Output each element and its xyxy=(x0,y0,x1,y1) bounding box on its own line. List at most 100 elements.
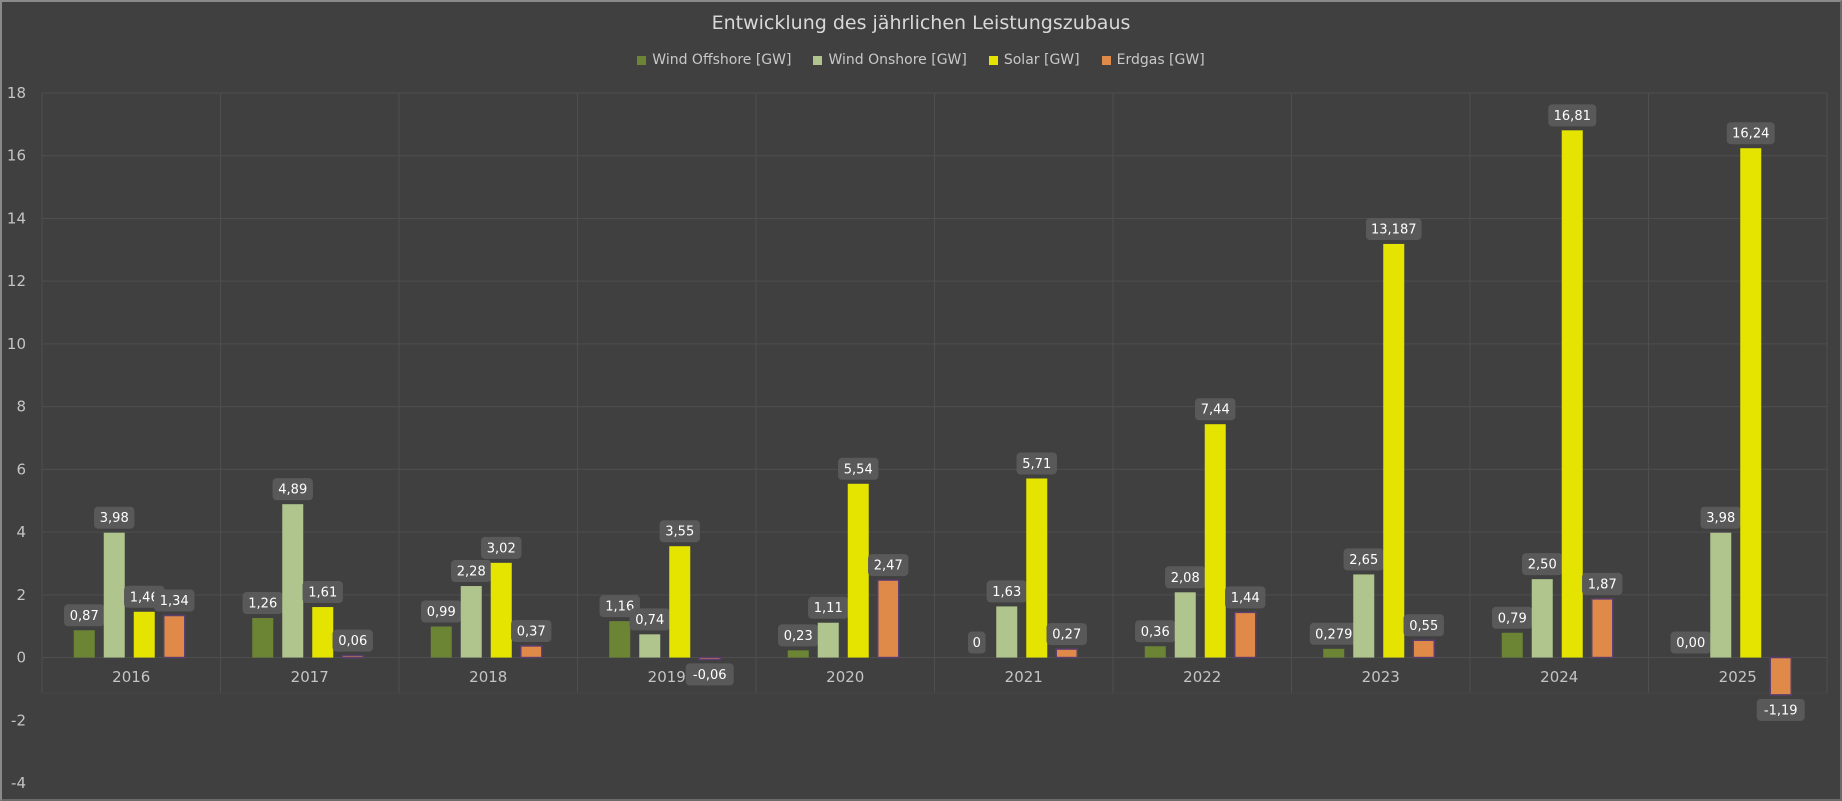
bar-erdgas xyxy=(1234,611,1257,659)
data-label: -1,19 xyxy=(1764,703,1798,718)
data-label-bg xyxy=(1548,104,1597,127)
bar-solar xyxy=(847,483,869,658)
legend-label: Erdgas [GW] xyxy=(1116,52,1205,68)
data-label: 1,11 xyxy=(814,601,843,616)
data-label: 0,00 xyxy=(1676,636,1705,651)
bar-solar xyxy=(1740,148,1762,658)
legend-swatch xyxy=(637,55,647,65)
data-label-bg xyxy=(154,589,195,612)
data-label-bg xyxy=(1343,548,1384,571)
legend-swatch xyxy=(988,55,998,65)
bar-wind-onshore xyxy=(1353,574,1375,658)
data-label-bg xyxy=(1756,698,1805,721)
data-label: 1,46 xyxy=(130,590,159,605)
data-label-bg xyxy=(1492,606,1533,629)
bar-erdgas xyxy=(163,614,186,659)
bar-erdgas xyxy=(341,654,364,659)
data-label: 1,26 xyxy=(248,597,277,612)
data-label-bg xyxy=(685,663,734,686)
bar-solar xyxy=(1383,243,1405,658)
data-label-bg xyxy=(1365,217,1422,240)
bar-wind-onshore xyxy=(1174,592,1196,658)
data-label-bg xyxy=(451,560,492,583)
data-label-bg xyxy=(1670,631,1711,654)
data-label-bg xyxy=(272,478,313,501)
bar-erdgas xyxy=(520,645,543,659)
y-tick-label: 6 xyxy=(16,460,26,478)
data-label: 3,98 xyxy=(1706,511,1735,526)
data-label: 1,44 xyxy=(1231,591,1260,606)
y-tick-label: 0 xyxy=(16,649,26,667)
y-tick-label: 12 xyxy=(7,272,26,290)
data-label: 0,06 xyxy=(338,634,367,649)
data-label-bg xyxy=(868,554,909,577)
data-label: 0,37 xyxy=(517,624,546,639)
bar-solar xyxy=(133,611,155,658)
bar-erdgas xyxy=(1412,639,1435,659)
bar-wind-offshore xyxy=(1323,648,1345,658)
data-label: 7,44 xyxy=(1201,403,1230,418)
y-tick-label: 14 xyxy=(7,209,26,227)
legend-item: Solar [GW] xyxy=(988,52,1080,68)
data-label: 0,36 xyxy=(1141,625,1170,640)
data-label-bg xyxy=(1522,553,1563,576)
x-tick-label: 2024 xyxy=(1540,668,1578,686)
y-tick-label: 16 xyxy=(7,147,26,165)
data-label-bg xyxy=(967,631,986,654)
data-label-bg xyxy=(1309,622,1358,645)
y-tick-label: 4 xyxy=(16,523,26,541)
bar-wind-offshore xyxy=(73,630,95,658)
data-label: 1,63 xyxy=(992,585,1021,600)
x-tick-label: 2021 xyxy=(1005,668,1043,686)
bar-wind-onshore xyxy=(817,622,839,658)
x-tick-label: 2017 xyxy=(291,668,329,686)
data-label-bg xyxy=(1726,122,1775,145)
data-label-bg xyxy=(421,600,462,623)
data-label: 0,99 xyxy=(427,605,456,620)
data-label: -0,06 xyxy=(693,668,727,683)
data-label-bg xyxy=(332,629,373,652)
legend-item: Wind Offshore [GW] xyxy=(637,52,791,68)
data-label: 0,23 xyxy=(784,629,813,644)
data-label: 16,24 xyxy=(1732,127,1769,142)
data-label-bg xyxy=(1135,620,1176,643)
data-label-bg xyxy=(986,580,1027,603)
bar-erdgas xyxy=(877,579,900,659)
data-label: 2,08 xyxy=(1171,571,1200,586)
data-label-bg xyxy=(1403,614,1444,637)
y-tick-label: -4 xyxy=(11,774,26,792)
data-label-bg xyxy=(1195,398,1236,421)
data-label: 0,27 xyxy=(1052,628,1081,643)
bar-wind-offshore xyxy=(1144,646,1166,658)
y-tick-label: -2 xyxy=(11,711,26,729)
legend-label: Solar [GW] xyxy=(1003,52,1080,68)
data-label: 13,187 xyxy=(1371,222,1417,237)
data-label-bg xyxy=(242,592,283,615)
data-label-bg xyxy=(1582,572,1623,595)
data-label: 0,87 xyxy=(70,609,99,624)
data-label: 4,89 xyxy=(278,483,307,498)
y-tick-label: 8 xyxy=(16,398,26,416)
legend: Wind Offshore [GW] Wind Onshore [GW] Solar… xyxy=(0,52,1842,68)
x-tick-label: 2016 xyxy=(112,668,150,686)
y-tick-label: 10 xyxy=(7,335,26,353)
bar-solar xyxy=(490,562,512,658)
data-label: 1,16 xyxy=(605,600,634,615)
legend-item: Wind Onshore [GW] xyxy=(813,52,967,68)
data-label: 2,65 xyxy=(1349,553,1378,568)
bar-solar xyxy=(1561,130,1583,658)
data-label-bg xyxy=(838,457,879,480)
data-label: 2,47 xyxy=(874,559,903,574)
legend-label: Wind Offshore [GW] xyxy=(652,52,792,68)
bar-erdgas xyxy=(1591,598,1614,659)
legend-swatch xyxy=(1101,55,1111,65)
bar-solar xyxy=(1026,478,1048,658)
bar-solar xyxy=(312,607,334,658)
data-label-bg xyxy=(629,608,670,631)
data-label-bg xyxy=(1165,566,1206,589)
x-tick-label: 2025 xyxy=(1719,668,1757,686)
data-label: 2,28 xyxy=(457,565,486,580)
data-label-bg xyxy=(808,596,849,619)
bar-wind-onshore xyxy=(1531,579,1553,658)
data-label: 5,54 xyxy=(844,462,873,477)
